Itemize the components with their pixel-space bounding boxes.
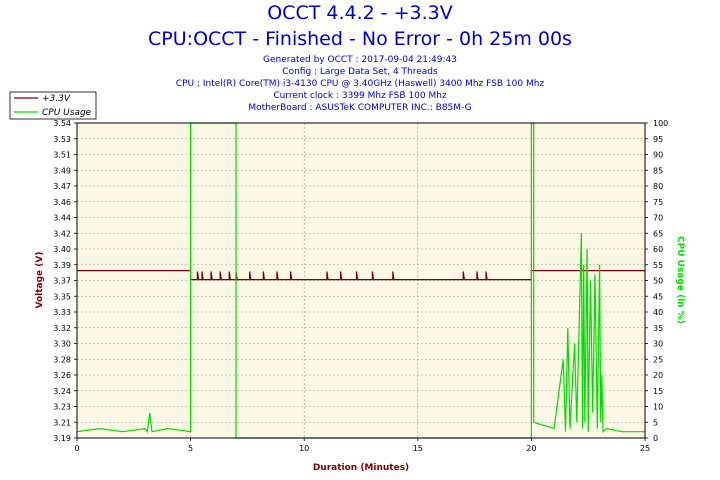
y2-tick-label: 20 xyxy=(653,371,663,380)
x-tick-label: 10 xyxy=(299,444,309,453)
y2-tick-label: 5 xyxy=(653,418,658,427)
y2-tick-label: 65 xyxy=(653,229,663,238)
y2-tick-label: 50 xyxy=(653,277,663,286)
y-tick-label: 3.42 xyxy=(53,229,71,238)
x-tick-label: 20 xyxy=(526,444,536,453)
y-tick-label: 3.28 xyxy=(53,355,71,364)
chart-title: OCCT 4.4.2 - +3.3V xyxy=(267,2,453,24)
y2-tick-label: 35 xyxy=(653,324,663,333)
y-tick-label: 3.51 xyxy=(53,151,71,160)
y-tick-label: 3.54 xyxy=(53,119,71,128)
info-generated: Generated by OCCT : 2017-09-04 21:49:43 xyxy=(263,55,457,65)
x-axis-label: Duration (Minutes) xyxy=(313,463,409,473)
y-tick-label: 3.30 xyxy=(53,340,71,349)
x-tick-label: 25 xyxy=(640,444,650,453)
y2-tick-label: 15 xyxy=(653,387,663,396)
y-tick-label: 3.53 xyxy=(53,135,71,144)
y2-tick-label: 85 xyxy=(653,166,663,175)
series-cpu-usage-line xyxy=(76,122,645,439)
y2-tick-label: 0 xyxy=(653,434,658,443)
info-clock: Current clock : 3399 Mhz FSB 100 Mhz xyxy=(273,91,447,101)
legend-label-cpu: CPU Usage xyxy=(42,108,92,118)
x-tick-label: 15 xyxy=(413,444,423,453)
y-tick-label: 3.33 xyxy=(53,308,71,317)
y2-tick-label: 75 xyxy=(653,198,663,207)
chart-subtitle: CPU:OCCT - Finished - No Error - 0h 25m … xyxy=(148,28,572,50)
x-tick-label: 5 xyxy=(188,444,193,453)
legend-label-voltage: +3.3V xyxy=(42,94,71,104)
y-axis-label-left: Voltage (V) xyxy=(35,252,45,309)
y-tick-label: 3.47 xyxy=(53,182,71,191)
y-tick-label: 3.39 xyxy=(53,261,71,270)
y2-tick-label: 100 xyxy=(653,119,668,128)
y-tick-label: 3.35 xyxy=(53,292,71,301)
y-tick-label: 3.46 xyxy=(53,198,71,207)
legend: +3.3V CPU Usage xyxy=(9,91,97,120)
info-cpu: CPU : Intel(R) Core(TM) i3-4130 CPU @ 3.… xyxy=(175,79,545,89)
y2-tick-label: 80 xyxy=(653,182,663,191)
y2-tick-label: 90 xyxy=(653,151,663,160)
y2-tick-label: 40 xyxy=(653,308,663,317)
y-tick-label: 3.32 xyxy=(53,324,71,333)
info-motherboard: MotherBoard : ASUSTeK COMPUTER INC.: B85… xyxy=(248,103,472,113)
y2-tick-label: 70 xyxy=(653,214,663,223)
plot-border xyxy=(76,122,646,439)
legend-box xyxy=(9,91,97,120)
y2-tick-label: 45 xyxy=(653,292,663,301)
y-tick-label: 3.23 xyxy=(53,403,71,412)
y-tick-label: 3.40 xyxy=(53,245,71,254)
series-voltage-line xyxy=(77,270,645,281)
y-axis-label-right: CPU Usage (in %) xyxy=(675,236,685,324)
y-tick-label: 3.44 xyxy=(53,214,71,223)
y-tick-label: 3.49 xyxy=(53,166,71,175)
y2-tick-label: 95 xyxy=(653,135,663,144)
y2-tick-label: 30 xyxy=(653,340,663,349)
y2-tick-label: 25 xyxy=(653,355,663,364)
y-tick-label: 3.37 xyxy=(53,277,71,286)
y2-tick-label: 55 xyxy=(653,261,663,270)
y2-tick-label: 60 xyxy=(653,245,663,254)
y2-tick-label: 10 xyxy=(653,403,663,412)
x-tick-label: 0 xyxy=(74,444,79,453)
y-tick-label: 3.26 xyxy=(53,371,71,380)
info-config: Config : Large Data Set, 4 Threads xyxy=(282,67,438,77)
y-tick-label: 3.21 xyxy=(53,418,71,427)
y-tick-label: 3.19 xyxy=(53,434,71,443)
y-tick-label: 3.24 xyxy=(53,387,71,396)
